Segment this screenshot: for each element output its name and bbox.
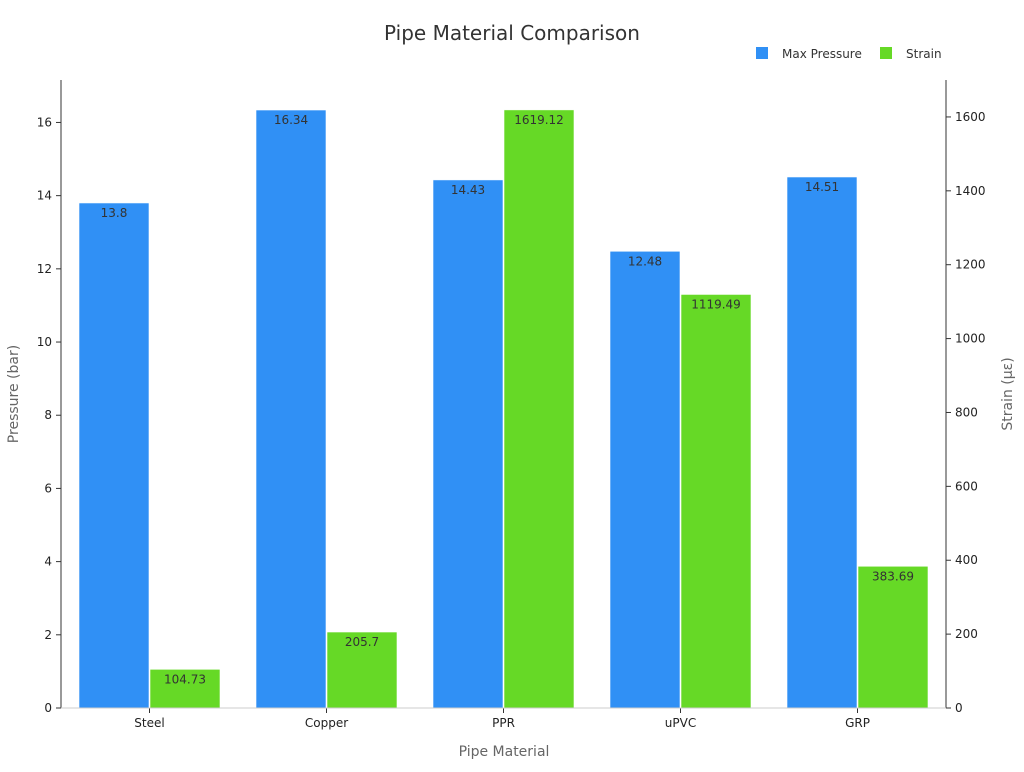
data-label: 12.48	[628, 254, 662, 268]
y2-axis-label: Strain (με)	[1000, 357, 1016, 430]
y-tick-label: 14	[37, 189, 52, 203]
data-label: 16.34	[274, 113, 308, 127]
legend-label: Max Pressure	[782, 47, 862, 61]
bar-max-pressure-grp	[786, 176, 858, 709]
data-label: 1619.12	[514, 113, 564, 127]
y-axis-label: Pressure (bar)	[6, 345, 22, 443]
data-label: 383.69	[872, 569, 914, 583]
data-label: 13.8	[101, 206, 128, 220]
y-tick-label: 10	[37, 335, 52, 349]
bar-max-pressure-ppr	[432, 179, 504, 709]
y-tick-label: 8	[44, 408, 52, 422]
y-tick-label: 12	[37, 262, 52, 276]
data-label: 205.7	[345, 635, 379, 649]
legend-swatch	[756, 47, 768, 59]
bar-strain-grp	[857, 565, 929, 709]
y2-tick-label: 1400	[955, 184, 986, 198]
bar-max-pressure-steel	[78, 202, 150, 709]
bar-strain-upvc	[680, 294, 752, 709]
data-label: 14.43	[451, 183, 485, 197]
y2-tick-label: 400	[955, 553, 978, 567]
legend-label: Strain	[906, 47, 942, 61]
y2-tick-label: 0	[955, 701, 963, 715]
y-tick-label: 16	[37, 115, 52, 129]
x-tick-label: PPR	[492, 716, 515, 730]
y2-tick-label: 1000	[955, 332, 986, 346]
data-label: 1119.49	[691, 297, 741, 311]
bar-strain-steel	[149, 669, 221, 709]
y2-tick-label: 200	[955, 627, 978, 641]
data-label: 104.73	[164, 672, 206, 686]
y2-tick-label: 1600	[955, 110, 986, 124]
y-tick-label: 6	[44, 481, 52, 495]
x-tick-label: Steel	[134, 716, 164, 730]
y-tick-label: 2	[44, 628, 52, 642]
y2-tick-label: 600	[955, 479, 978, 493]
x-tick-label: GRP	[845, 716, 870, 730]
legend: Max Pressure Strain	[756, 47, 942, 61]
chart-title: Pipe Material Comparison	[384, 21, 640, 45]
x-tick-label: Copper	[305, 716, 348, 730]
bar-strain-copper	[326, 631, 398, 709]
bar-max-pressure-upvc	[609, 250, 681, 709]
y2-tick-label: 800	[955, 405, 978, 419]
y-tick-label: 4	[44, 555, 52, 569]
bar-max-pressure-copper	[255, 109, 327, 709]
bar-strain-ppr	[503, 109, 575, 709]
x-tick-label: uPVC	[665, 716, 696, 730]
legend-swatch	[880, 47, 892, 59]
y-tick-label: 0	[44, 701, 52, 715]
x-axis-label: Pipe Material	[459, 744, 550, 760]
data-label: 14.51	[805, 180, 839, 194]
y2-tick-label: 1200	[955, 258, 986, 272]
